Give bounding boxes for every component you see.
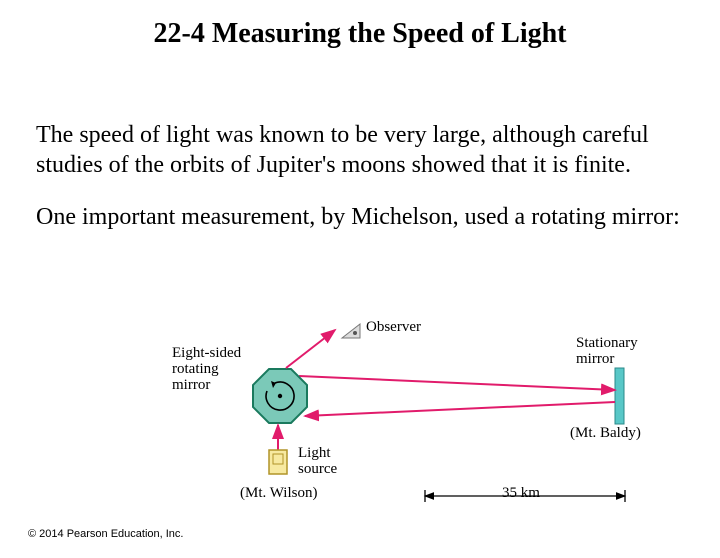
slide-title: 22-4 Measuring the Speed of Light	[0, 18, 720, 50]
label-stat-l2: mirror	[576, 351, 614, 367]
label-stationary-mirror: Stationary mirror	[576, 336, 638, 368]
label-light-l1: Light	[298, 445, 331, 461]
paragraph-1: The speed of light was known to be very …	[36, 120, 684, 180]
label-mt-wilson: (Mt. Wilson)	[240, 486, 317, 502]
label-mt-baldy: (Mt. Baldy)	[570, 426, 641, 442]
label-rot-l2: rotating	[172, 361, 219, 377]
label-stat-l1: Stationary	[576, 335, 638, 351]
label-rot-l1: Eight-sided	[172, 345, 241, 361]
label-distance: 35 km	[502, 486, 540, 502]
copyright-text: © 2014 Pearson Education, Inc.	[28, 528, 183, 540]
paragraph-2: One important measurement, by Michelson,…	[36, 202, 684, 232]
label-observer: Observer	[366, 320, 421, 336]
label-rot-l3: mirror	[172, 377, 210, 393]
label-rotating-mirror: Eight-sided rotating mirror	[172, 346, 241, 393]
label-light-l2: source	[298, 461, 337, 477]
label-light-source: Light source	[298, 446, 337, 478]
michelson-diagram: Observer Eight-sided rotating mirror Sta…	[170, 318, 650, 528]
